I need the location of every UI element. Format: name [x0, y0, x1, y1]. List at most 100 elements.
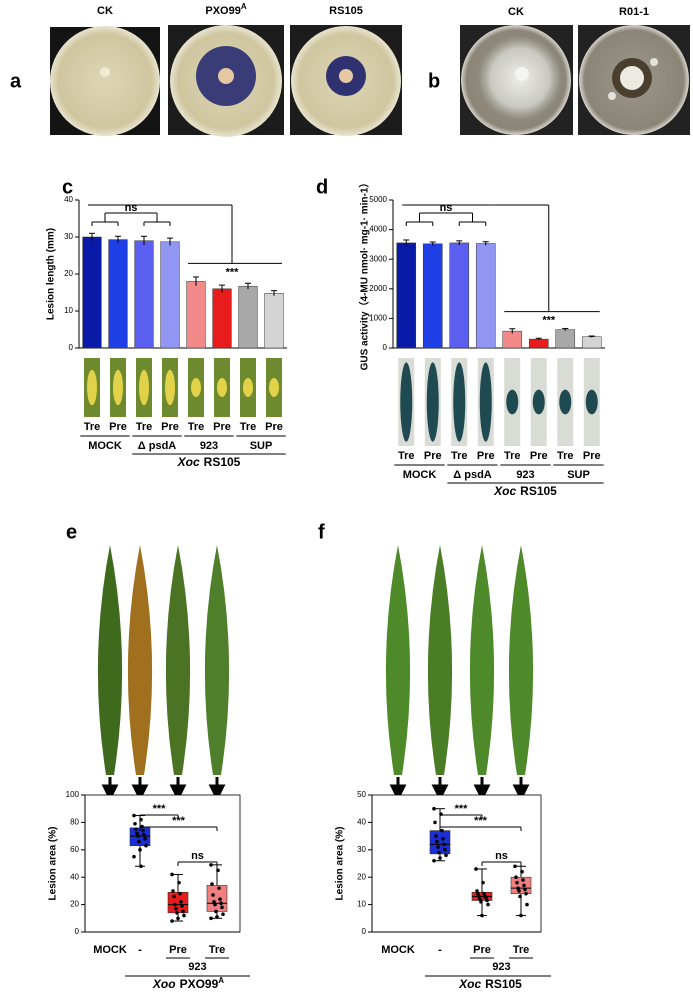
label-part: PXO99: [205, 5, 240, 17]
point: [178, 891, 182, 896]
group-label: MOCK: [403, 469, 437, 481]
point: [433, 820, 437, 825]
y-tick-label: 20: [70, 900, 79, 909]
label-part: Xoc: [493, 484, 516, 498]
group-label: 923: [188, 961, 206, 973]
group-label: 923: [492, 961, 510, 973]
point: [484, 895, 488, 900]
bar: [555, 329, 576, 349]
stain: [453, 362, 466, 442]
label-part: Xoo: [152, 977, 176, 991]
stain: [585, 389, 598, 415]
point: [474, 867, 478, 871]
bar: [238, 285, 258, 349]
point: [209, 916, 213, 921]
x-tick-label: MOCK: [93, 944, 127, 956]
x-axis-label: Xoo PXO99A: [152, 976, 224, 991]
x-tick-label: Tre: [451, 450, 468, 462]
colony: [608, 92, 616, 100]
box: [206, 885, 228, 912]
y-tick-label: 0: [75, 927, 80, 936]
group-label: 923: [200, 440, 218, 452]
x-tick-label: Pre: [530, 450, 548, 462]
point: [517, 889, 521, 893]
arrow: [101, 777, 119, 802]
point: [513, 864, 517, 869]
panel-label: b: [428, 70, 440, 92]
point: [475, 889, 479, 893]
point: [135, 831, 139, 836]
point: [218, 897, 222, 901]
point: [176, 916, 180, 921]
x-tick-label: Pre: [265, 421, 283, 433]
plot-frame: [371, 794, 542, 933]
bar: [528, 338, 549, 349]
y-axis-label: Lesion area (%): [48, 827, 59, 901]
plate-label: PXO99A: [205, 2, 246, 17]
lesion: [191, 378, 201, 397]
arrow: [208, 777, 226, 802]
significance: ***: [153, 803, 167, 815]
point: [170, 919, 174, 923]
y-tick-label: 60: [70, 845, 79, 854]
point: [435, 839, 439, 844]
x-tick-label: Tre: [557, 450, 574, 462]
label-part: RS105: [520, 484, 557, 498]
plate-label: CK: [508, 6, 524, 18]
x-tick-label: MOCK: [381, 944, 415, 956]
point: [481, 880, 485, 885]
point: [524, 891, 528, 896]
point: [134, 827, 138, 832]
point: [213, 902, 217, 907]
point: [443, 848, 447, 852]
leaf: [204, 545, 230, 775]
arrow: [389, 777, 407, 802]
significance: ***: [226, 266, 240, 278]
arrow: [431, 777, 449, 802]
point: [214, 909, 218, 914]
point: [486, 902, 490, 907]
bar: [475, 243, 496, 349]
point: [182, 913, 186, 918]
bar: [108, 239, 128, 349]
significance: ns: [191, 850, 204, 862]
y-tick-label: 40: [70, 872, 79, 881]
y-tick-label: 50: [357, 790, 366, 799]
leaf: [97, 545, 123, 775]
point: [519, 913, 523, 918]
colony: [650, 58, 658, 66]
lesion: [139, 369, 149, 406]
significance: ns: [440, 202, 453, 214]
point: [139, 864, 143, 869]
x-tick-label: Pre: [477, 450, 495, 462]
x-tick-label: Tre: [398, 450, 415, 462]
leaf: [385, 545, 411, 775]
x-tick-label: Tre: [240, 421, 257, 433]
y-tick-label: 20: [357, 872, 366, 881]
y-axis-label: Lesion length (mm): [46, 228, 57, 320]
stain: [506, 389, 519, 415]
group-label: 923: [516, 469, 534, 481]
point: [137, 839, 141, 844]
label-part: A: [218, 976, 224, 985]
bar: [82, 236, 102, 349]
group-label: MOCK: [88, 440, 122, 452]
arrow: [512, 777, 530, 802]
bar: [581, 336, 602, 349]
significance: ***: [172, 815, 186, 827]
group-label: SUP: [567, 469, 590, 481]
point: [477, 894, 481, 899]
significance: ns: [495, 850, 508, 862]
x-tick-label: -: [138, 944, 142, 956]
y-tick-label: 40: [64, 195, 73, 204]
lesion: [269, 378, 279, 397]
y-tick-label: 4000: [369, 225, 387, 234]
x-tick-label: Pre: [213, 421, 231, 433]
point: [221, 912, 225, 916]
point: [172, 894, 176, 899]
x-tick-label: Tre: [504, 450, 521, 462]
point: [143, 837, 147, 841]
point: [432, 806, 436, 811]
point: [478, 897, 482, 901]
